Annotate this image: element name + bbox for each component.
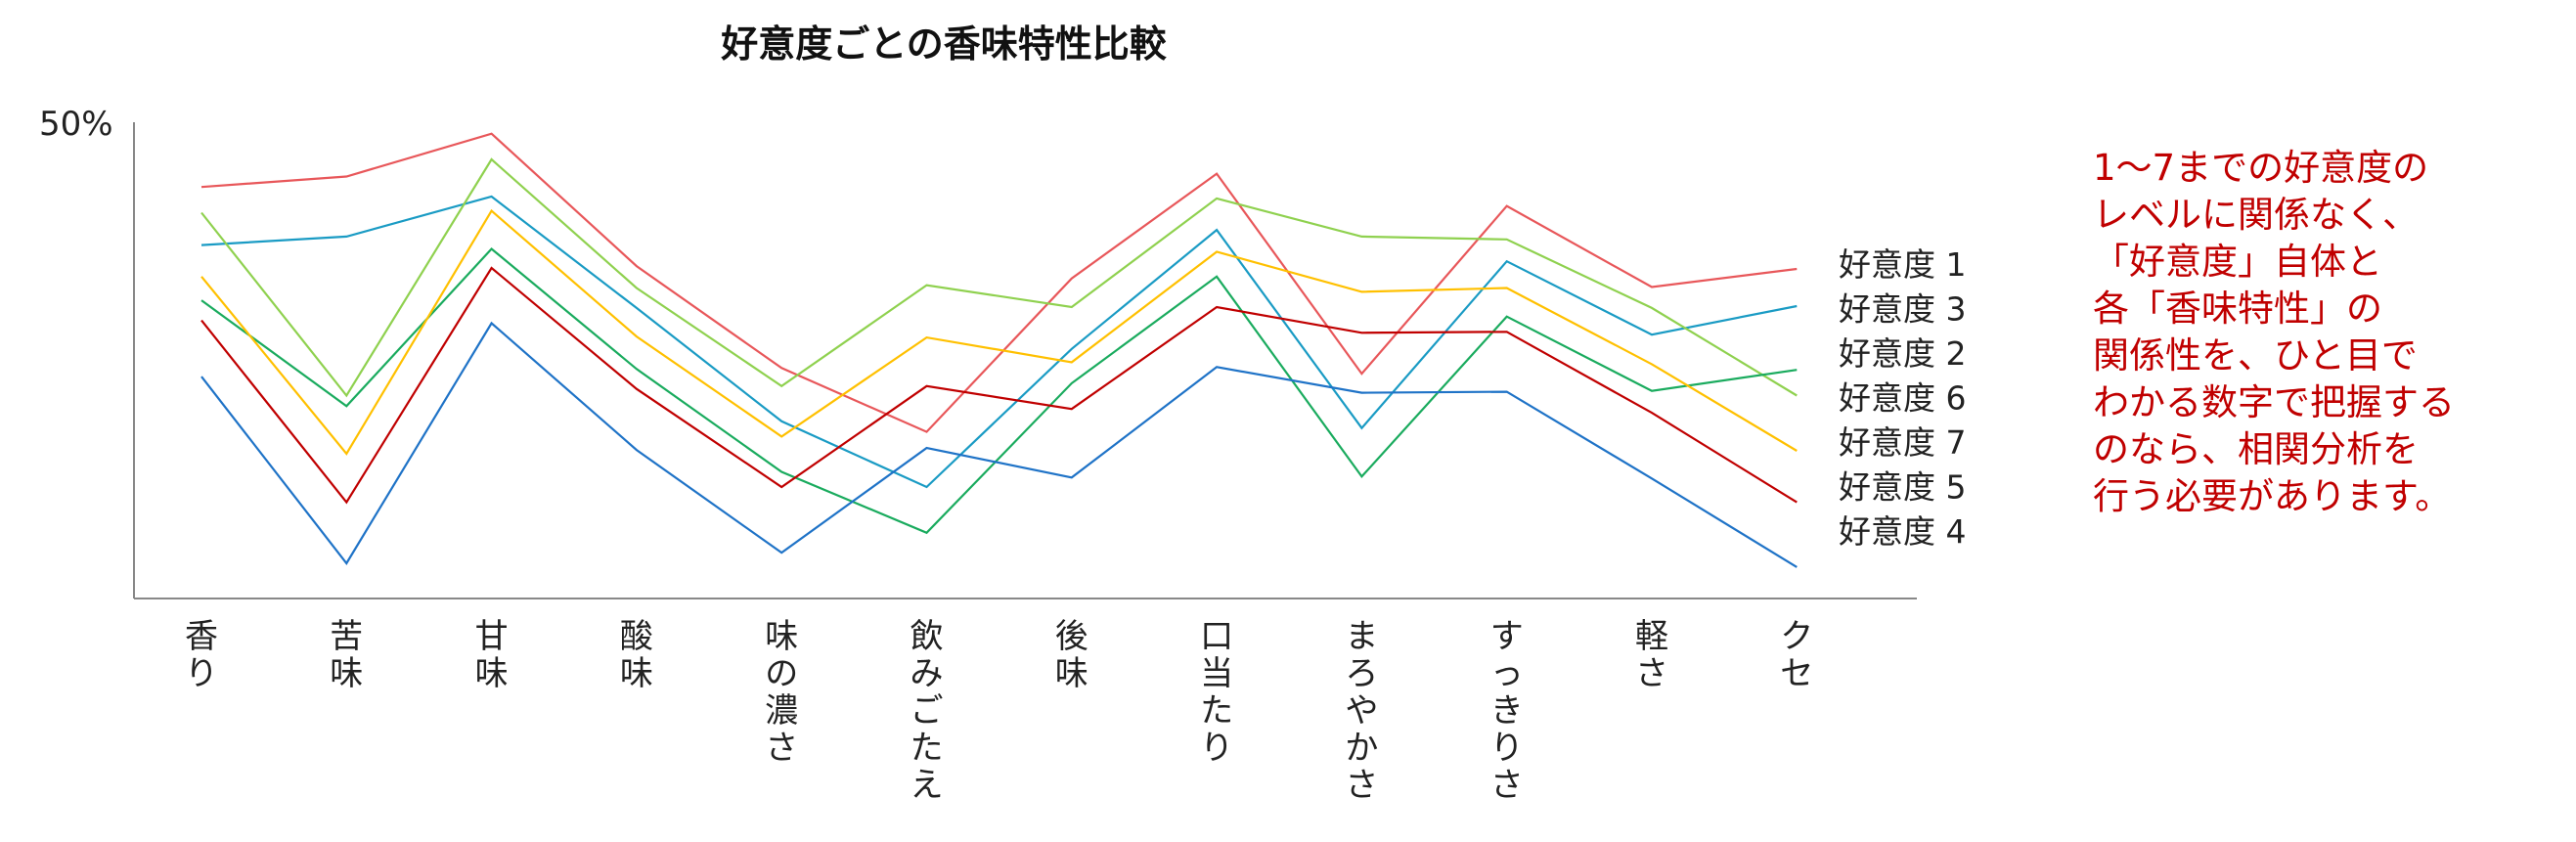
series-label: 好意度 6	[1839, 379, 1967, 418]
chart-title: 好意度ごとの香味特性比較	[721, 22, 1167, 66]
series-line-3	[200, 157, 1798, 398]
series-label: 好意度 3	[1839, 290, 1967, 329]
series-line-4	[200, 246, 1798, 535]
x-tick-label: すっきりさ	[1490, 617, 1524, 805]
x-tick-label: 香り	[185, 617, 218, 693]
note-line: 関係性を、ひと目で	[2093, 334, 2418, 377]
x-tick-label: 味の濃さ	[765, 617, 798, 768]
note-line: 「好意度」自体と	[2093, 241, 2382, 283]
note-line: 行う必要があります。	[2093, 475, 2452, 517]
x-tick-label: 飲みごたえ	[910, 617, 944, 805]
y-max-label: 50%	[39, 105, 113, 144]
x-tick-label: 口当たり	[1200, 617, 1233, 768]
x-tick-label: 軽さ	[1635, 617, 1668, 693]
note-line: 各「香味特性」の	[2093, 288, 2382, 330]
note-line: 1〜7までの好意度の	[2093, 147, 2429, 189]
x-tick-label: まろやかさ	[1345, 617, 1378, 805]
series-line-5	[200, 208, 1798, 456]
note-line: わかる数字で把握する	[2093, 381, 2455, 423]
series-line-6	[200, 266, 1798, 505]
series-label: 好意度 4	[1839, 512, 1967, 551]
x-tick-label: 後味	[1055, 617, 1088, 693]
series-label: 好意度 5	[1839, 468, 1967, 507]
x-tick-label: 酸味	[620, 617, 653, 693]
note-line: レベルに関係なく、	[2093, 194, 2419, 236]
x-tick-label: クセ	[1780, 617, 1813, 693]
series-line-1	[200, 132, 1798, 433]
note-line: のなら、相関分析を	[2093, 428, 2419, 470]
series-label: 好意度 7	[1839, 423, 1967, 462]
series-label: 好意度 1	[1839, 245, 1967, 284]
series-line-7	[200, 321, 1798, 568]
series-label: 好意度 2	[1839, 334, 1967, 373]
x-tick-label: 苦味	[330, 617, 363, 693]
x-tick-label: 甘味	[475, 617, 509, 693]
annotation-note: 1〜7までの好意度の レベルに関係なく、 「好意度」自体と 各「香味特性」の 関係性を、…	[2093, 145, 2553, 520]
series-line-2	[200, 195, 1798, 489]
